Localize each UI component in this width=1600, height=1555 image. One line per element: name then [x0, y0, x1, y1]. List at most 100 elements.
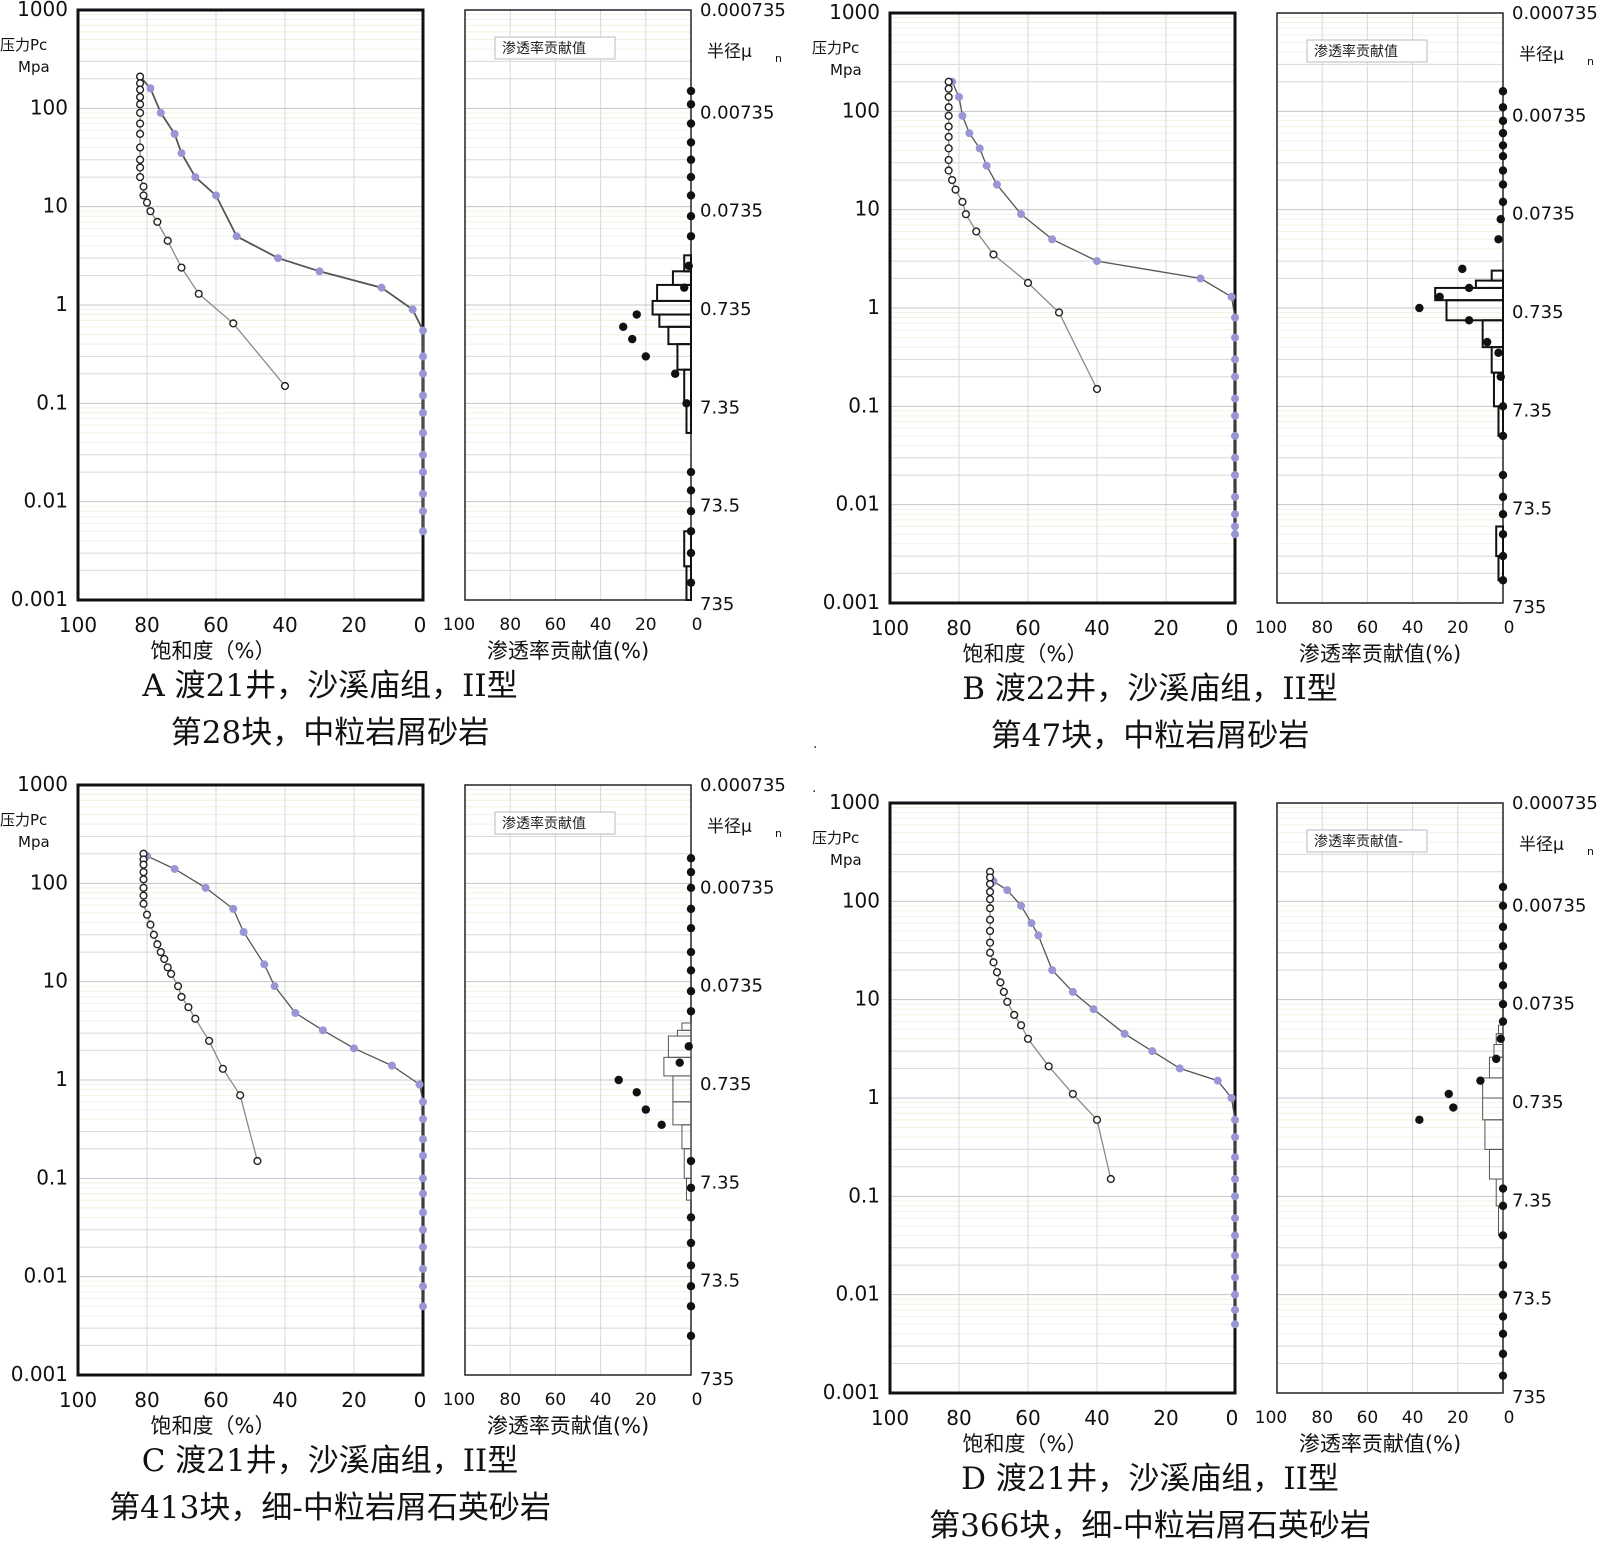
- intrusion-point: [1175, 1064, 1184, 1073]
- saturation-tick-label: 60: [1015, 1406, 1040, 1430]
- withdrawal-point: [1010, 1010, 1019, 1019]
- perm-point: [1496, 1034, 1505, 1043]
- radius-tick-label: 73.5: [1512, 1289, 1552, 1310]
- perm-tick-label: 20: [635, 1390, 657, 1410]
- intrusion-point: [1231, 333, 1239, 342]
- perm-point: [1498, 492, 1508, 502]
- saturation-tick-label: 20: [341, 1388, 366, 1412]
- plot-frame: [76, 8, 425, 602]
- perm-point: [1498, 470, 1508, 480]
- perm-point: [1415, 1115, 1424, 1125]
- perm-point: [632, 310, 641, 319]
- perm-tick-label: 100: [1255, 618, 1287, 638]
- withdrawal-point: [947, 175, 957, 185]
- perm-tick-label: 100: [443, 615, 475, 635]
- saturation-tick-label: 80: [134, 1388, 159, 1412]
- saturation-tick-label: 80: [946, 616, 971, 640]
- radius-tick-label: 0.0735: [1512, 204, 1575, 225]
- intrusion-point: [419, 450, 427, 459]
- perm-point: [675, 1058, 684, 1067]
- perm-point: [1498, 1231, 1508, 1240]
- perm-point: [686, 966, 696, 975]
- perm-point: [1498, 1290, 1508, 1299]
- radius-axis-label: 半径μ: [1519, 835, 1564, 855]
- perm-axis-title: 渗透率贡献值(%): [1299, 1432, 1461, 1456]
- withdrawal-point: [139, 191, 148, 200]
- perm-point: [1498, 128, 1508, 138]
- withdrawal-point: [1106, 1174, 1115, 1184]
- saturation-tick-label: 60: [1015, 616, 1040, 640]
- radius-tick-label: 0.0735: [1512, 994, 1575, 1015]
- pressure-tick-label: 10: [43, 194, 68, 218]
- saturation-tick-label: 100: [59, 613, 97, 637]
- intrusion-point: [1231, 313, 1239, 322]
- pressure-tick-label: 0.01: [23, 1264, 68, 1288]
- withdrawal-point: [163, 963, 172, 972]
- perm-point: [1498, 151, 1508, 161]
- perm-point: [1498, 509, 1508, 519]
- withdrawal-point: [136, 93, 145, 102]
- perm-point: [1498, 180, 1508, 189]
- perm-point: [686, 211, 696, 221]
- withdrawal-point: [280, 381, 290, 391]
- intrusion-point: [350, 1044, 358, 1053]
- radius-tick-label: 0.000735: [1512, 3, 1598, 24]
- withdrawal-point: [173, 982, 183, 991]
- saturation-tick-label: 60: [203, 1388, 228, 1412]
- withdrawal-point: [951, 185, 960, 194]
- intrusion-point: [377, 283, 386, 292]
- perm-point: [686, 578, 696, 587]
- intrusion-point: [191, 173, 200, 182]
- withdrawal-point: [136, 108, 145, 117]
- perm-point: [1494, 235, 1503, 244]
- radius-tick-label: 73.5: [700, 496, 740, 517]
- withdrawal-point: [153, 217, 162, 226]
- perm-point: [1498, 1312, 1508, 1321]
- perm-point: [1498, 1349, 1508, 1359]
- intrusion-point: [260, 960, 269, 969]
- perm-point: [686, 867, 696, 877]
- pressure-tick-label: 1000: [17, 0, 68, 21]
- withdrawal-point: [163, 236, 172, 245]
- saturation-tick-label: 40: [272, 613, 297, 637]
- perm-point: [686, 467, 696, 477]
- pressure-tick-label: 10: [855, 197, 880, 221]
- perm-point: [1498, 922, 1508, 932]
- intrusion-point: [270, 982, 279, 991]
- caption-line-1: D 渡21井，沙溪庙组，II型: [961, 1461, 1339, 1497]
- perm-tick-label: 100: [1255, 1408, 1287, 1428]
- radius-tick-label: 7.35: [1512, 1190, 1552, 1211]
- intrusion-point: [146, 84, 155, 93]
- perm-point: [686, 1302, 696, 1311]
- intrusion-point: [975, 144, 984, 153]
- intrusion-point: [1093, 257, 1101, 266]
- withdrawal-point: [229, 319, 238, 328]
- intrusion-point: [1148, 1047, 1157, 1056]
- perm-point: [641, 352, 650, 361]
- pressure-tick-label: 100: [842, 888, 880, 912]
- radius-tick-label: 0.00735: [700, 102, 774, 123]
- radius-tick-label: 73.5: [1512, 499, 1552, 520]
- withdrawal-point: [139, 182, 148, 191]
- withdrawal-point: [989, 250, 998, 259]
- withdrawal-point: [944, 84, 953, 93]
- perm-tick-label: 40: [590, 1390, 612, 1410]
- withdrawal-point: [944, 77, 953, 86]
- intrusion-point: [419, 1174, 427, 1183]
- withdrawal-point: [146, 207, 155, 216]
- saturation-tick-label: 40: [1084, 1406, 1109, 1430]
- perm-point: [686, 986, 696, 996]
- withdrawal-point: [1054, 308, 1064, 317]
- perm-tick-label: 20: [1447, 618, 1469, 638]
- intrusion-point: [1227, 292, 1236, 301]
- perm-point: [686, 947, 696, 957]
- intrusion-point: [408, 305, 417, 314]
- intrusion-point: [955, 92, 963, 101]
- perm-point: [686, 119, 696, 128]
- pressure-tick-label: 100: [842, 98, 880, 122]
- pressure-axis-label: 压力Pc: [812, 39, 859, 57]
- intrusion-point: [419, 507, 427, 516]
- withdrawal-point: [944, 166, 953, 175]
- withdrawal-point: [136, 163, 145, 172]
- radius-tick-label: 0.0735: [700, 976, 763, 997]
